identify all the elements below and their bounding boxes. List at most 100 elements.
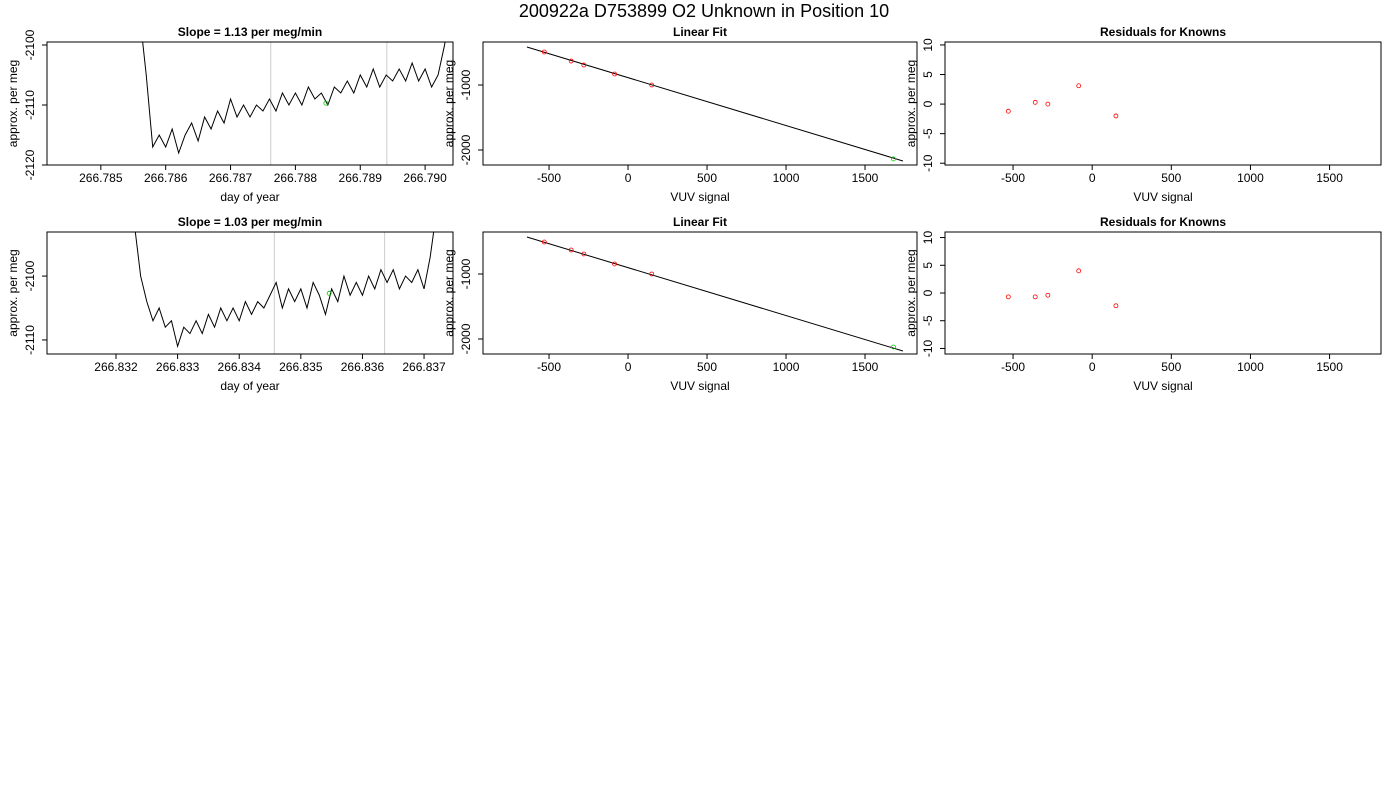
x-tick-label: 1000 bbox=[773, 171, 800, 185]
plot-frame bbox=[46, 41, 454, 166]
point bbox=[541, 49, 547, 55]
point bbox=[1113, 113, 1119, 119]
data-line bbox=[142, 42, 446, 155]
x-tick-label: 266.788 bbox=[274, 171, 318, 185]
x-tick-label: 266.789 bbox=[339, 171, 383, 185]
y-axis-label: approx. per meg bbox=[442, 60, 456, 147]
x-tick-label: 266.836 bbox=[341, 360, 385, 374]
x-tick-label: 500 bbox=[1161, 171, 1181, 185]
y-tick-label: -5 bbox=[921, 128, 935, 139]
y-tick-label: -2100 bbox=[23, 260, 37, 291]
plot-frame bbox=[944, 41, 1382, 166]
point bbox=[568, 247, 574, 253]
x-tick-label: 1000 bbox=[1237, 171, 1264, 185]
y-tick-label: 5 bbox=[921, 262, 935, 269]
fit-line bbox=[526, 46, 904, 162]
y-tick-label: -10 bbox=[921, 339, 935, 357]
fit-line bbox=[526, 236, 904, 352]
x-tick-label: 1500 bbox=[1316, 360, 1343, 374]
y-tick-label: -2000 bbox=[459, 134, 473, 165]
point bbox=[1045, 101, 1051, 107]
x-axis-label: VUV signal bbox=[1133, 379, 1192, 393]
x-tick-label: 266.833 bbox=[156, 360, 200, 374]
point bbox=[581, 62, 587, 68]
panel-title: Linear Fit bbox=[673, 25, 727, 39]
highlight-point bbox=[891, 156, 896, 162]
point bbox=[1032, 99, 1038, 105]
plot-frame bbox=[46, 231, 454, 355]
plot-area bbox=[526, 236, 904, 352]
x-tick-label: 0 bbox=[1089, 360, 1096, 374]
plot-frame bbox=[482, 231, 918, 355]
highlight-point bbox=[891, 344, 896, 350]
highlight-point bbox=[326, 290, 332, 296]
x-axis-label: day of year bbox=[220, 379, 279, 393]
x-tick-label: 266.785 bbox=[79, 171, 123, 185]
point bbox=[612, 261, 618, 267]
x-tick-label: 500 bbox=[697, 360, 717, 374]
panel: Residuals for Knowns VUV signal approx. pe… bbox=[904, 25, 1382, 204]
x-tick-label: -500 bbox=[1001, 171, 1025, 185]
x-tick-label: 266.787 bbox=[209, 171, 253, 185]
page-title: 200922a D753899 O2 Unknown in Position 1… bbox=[519, 1, 889, 21]
x-tick-label: 1500 bbox=[1316, 171, 1343, 185]
plot-area bbox=[1005, 83, 1119, 119]
panel: Linear Fit VUV signal approx. per meg -500 0… bbox=[442, 215, 918, 393]
y-tick-label: 10 bbox=[921, 38, 935, 52]
point bbox=[612, 71, 618, 77]
x-tick-label: 500 bbox=[697, 171, 717, 185]
y-tick-label: 0 bbox=[921, 100, 935, 107]
point bbox=[568, 58, 574, 64]
x-tick-label: 0 bbox=[1089, 171, 1096, 185]
x-axis-label: day of year bbox=[220, 190, 279, 204]
x-tick-label: 1000 bbox=[773, 360, 800, 374]
point bbox=[1076, 268, 1082, 274]
x-tick-label: -500 bbox=[537, 360, 561, 374]
point bbox=[1113, 303, 1119, 309]
highlight-point bbox=[323, 100, 329, 106]
x-tick-label: 266.790 bbox=[403, 171, 447, 185]
plot-area bbox=[142, 42, 446, 165]
x-tick-label: 0 bbox=[625, 360, 632, 374]
x-tick-label: 266.835 bbox=[279, 360, 323, 374]
panel: Residuals for Knowns VUV signal approx. pe… bbox=[904, 215, 1382, 393]
point bbox=[1005, 294, 1011, 300]
x-tick-label: 266.832 bbox=[94, 360, 138, 374]
x-tick-label: -500 bbox=[537, 171, 561, 185]
point bbox=[649, 271, 655, 277]
point bbox=[1032, 294, 1038, 300]
panel: Slope = 1.03 per meg/min day of year appro… bbox=[6, 215, 454, 393]
x-axis-label: VUV signal bbox=[670, 379, 729, 393]
y-tick-label: -2000 bbox=[459, 323, 473, 354]
y-axis-label: approx. per meg bbox=[442, 249, 456, 336]
y-axis-label: approx. per meg bbox=[6, 60, 20, 147]
y-tick-label: -2110 bbox=[23, 325, 37, 355]
panel-title: Slope = 1.13 per meg/min bbox=[178, 25, 322, 39]
plot-frame bbox=[482, 41, 918, 166]
y-tick-label: -1000 bbox=[459, 69, 473, 100]
x-tick-label: 1000 bbox=[1237, 360, 1264, 374]
y-tick-label: 10 bbox=[921, 231, 935, 245]
point bbox=[541, 239, 547, 245]
plot-frame bbox=[944, 231, 1382, 355]
x-axis-label: VUV signal bbox=[670, 190, 729, 204]
y-tick-label: 0 bbox=[921, 289, 935, 296]
x-tick-label: 266.786 bbox=[144, 171, 188, 185]
x-axis-label: VUV signal bbox=[1133, 190, 1192, 204]
x-tick-label: -500 bbox=[1001, 360, 1025, 374]
plot-area bbox=[526, 46, 904, 162]
x-tick-label: 266.837 bbox=[402, 360, 446, 374]
panel-title: Linear Fit bbox=[673, 215, 727, 229]
y-axis-label: approx. per meg bbox=[904, 60, 918, 147]
point bbox=[1076, 83, 1082, 89]
panel-title: Residuals for Knowns bbox=[1100, 215, 1226, 229]
y-axis-label: approx. per meg bbox=[904, 249, 918, 336]
panel-title: Slope = 1.03 per meg/min bbox=[178, 215, 322, 229]
y-tick-label: -5 bbox=[921, 315, 935, 326]
x-tick-label: 0 bbox=[625, 171, 632, 185]
y-tick-label: 5 bbox=[921, 71, 935, 78]
point bbox=[1005, 108, 1011, 114]
panel: Slope = 1.13 per meg/min day of year appro… bbox=[6, 25, 454, 204]
